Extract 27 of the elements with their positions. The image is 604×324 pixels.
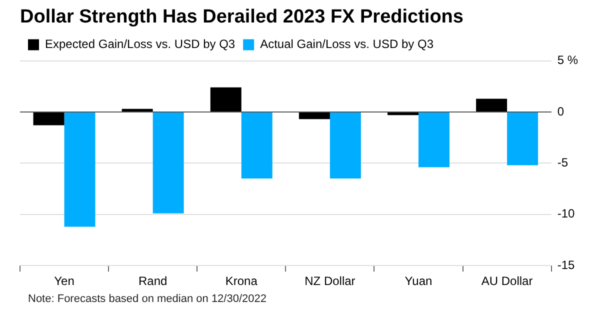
bar [210, 87, 242, 112]
y-tick-label: -15 [557, 258, 575, 272]
legend-label: Actual Gain/Loss vs. USD by Q3 [260, 37, 434, 52]
bar [330, 112, 361, 179]
chart-title: Dollar Strength Has Derailed 2023 FX Predictions [20, 6, 464, 28]
y-tick-label: -5 [557, 156, 568, 170]
x-tick-label: Yen [54, 274, 74, 288]
bar [122, 108, 153, 112]
x-tick-label: AU Dollar [481, 274, 533, 288]
y-tick-label: 0 [557, 104, 564, 118]
bar [152, 112, 184, 214]
y-tick-label: -10 [557, 206, 575, 221]
x-tick-label: Krona [225, 274, 258, 288]
x-tick-label: Rand [138, 274, 168, 288]
bar [241, 112, 272, 179]
bar [476, 98, 508, 112]
bar [388, 112, 418, 116]
bar [298, 112, 330, 120]
y-tick-label: 5 % [557, 53, 578, 68]
bar [33, 112, 64, 126]
bar [64, 112, 96, 227]
text: Note: Forecasts based on median on 12/30/2022 [28, 292, 268, 306]
bar [418, 112, 450, 168]
legend-label: Expected Gain/Loss vs. USD by Q3 [45, 37, 236, 52]
x-tick-label: Yuan [404, 274, 432, 288]
bar [507, 112, 538, 166]
x-tick-label: NZ Dollar [304, 274, 356, 288]
